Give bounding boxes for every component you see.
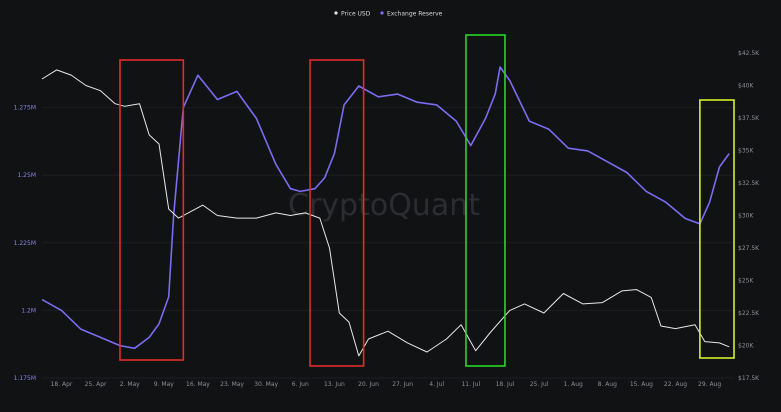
right-y-axis: $17.5K $20K $22.5K $25K $27.5K $30K $32.5K $35K… (738, 50, 760, 382)
x-tick-label: 25. Jul (530, 381, 549, 388)
left-y-tick-label: 1.2M (21, 307, 36, 314)
annotation-box-2 (309, 59, 365, 367)
x-tick-label: 2. May (120, 381, 140, 388)
right-y-tick-label: $35K (738, 148, 754, 155)
x-tick-label: 9. May (154, 381, 174, 388)
right-y-tick-label: $37.5K (738, 115, 760, 122)
right-y-tick-label: $25K (738, 278, 754, 285)
right-y-tick-label: $42.5K (738, 50, 760, 57)
legend-label-price: Price USD (341, 11, 371, 18)
x-tick-label: 27. Jun (392, 381, 413, 388)
x-tick-label: 25. Apr (85, 381, 107, 388)
legend-marker-price (334, 11, 338, 15)
left-y-tick-label: 1.225M (14, 240, 36, 247)
series-line-exchange-reserve (41, 66, 730, 350)
legend-marker-reserve (380, 11, 384, 15)
right-y-tick-label: $32.5K (738, 180, 760, 187)
right-y-tick-label: $22.5K (738, 310, 760, 317)
x-tick-label: 20. Jun (358, 381, 379, 388)
watermark-text: CryptoQuant (288, 188, 480, 223)
left-y-tick-label: 1.25M (17, 172, 36, 179)
left-y-tick-label: 1.175M (14, 375, 36, 382)
x-tick-label: 23. May (220, 381, 244, 388)
x-axis: 18. Apr 25. Apr 2. May 9. May 16. May 23. May… (51, 381, 722, 388)
x-tick-label: 15. Aug (630, 381, 653, 388)
x-tick-label: 29. Aug (698, 381, 721, 388)
x-tick-label: 13. Jun (324, 381, 345, 388)
x-tick-label: 11. Jul (461, 381, 480, 388)
x-tick-label: 16. May (186, 381, 210, 388)
grid (42, 107, 734, 379)
x-tick-label: 30. May (254, 381, 278, 388)
right-y-tick-label: $20K (738, 343, 754, 350)
annotation-box-4 (699, 99, 735, 359)
right-y-tick-label: $40K (738, 83, 754, 90)
left-y-tick-label: 1.275M (14, 105, 36, 112)
series-line-price-usd (41, 69, 730, 357)
right-y-tick-label: $30K (738, 213, 754, 220)
right-y-tick-label: $27.5K (738, 245, 760, 252)
annotation-layer (119, 34, 735, 367)
annotation-box-1 (119, 59, 185, 361)
right-y-tick-label: $17.5K (738, 375, 760, 382)
x-tick-label: 8. Aug (598, 381, 618, 388)
annotation-box-3 (465, 34, 506, 367)
legend: Price USD Exchange Reserve (334, 11, 443, 18)
x-tick-label: 6. Jun (292, 381, 309, 388)
left-y-axis: 1.175M 1.2M 1.225M 1.25M 1.275M (14, 105, 36, 382)
series-layer (41, 66, 730, 357)
x-tick-label: 1. Aug (564, 381, 584, 388)
x-tick-label: 4. Jul (429, 381, 444, 388)
x-tick-label: 22. Aug (664, 381, 687, 388)
x-tick-label: 18. Jul (496, 381, 515, 388)
x-tick-label: 18. Apr (51, 381, 73, 388)
legend-label-reserve: Exchange Reserve (387, 11, 443, 18)
